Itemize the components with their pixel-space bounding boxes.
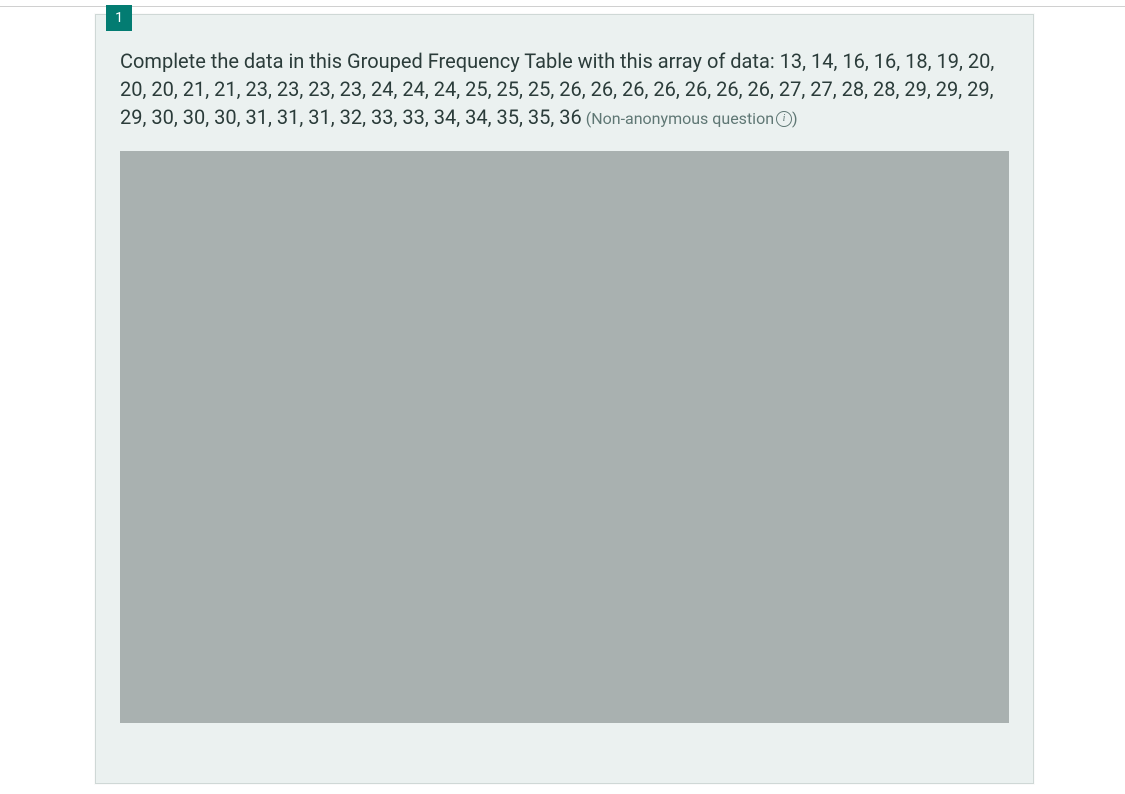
question-header: Complete the data in this Grouped Freque… bbox=[96, 15, 1033, 147]
question-number: 1 bbox=[115, 10, 123, 26]
question-meta-prefix: (Non-anonymous question bbox=[582, 109, 774, 128]
question-meta-suffix: ) bbox=[792, 109, 798, 128]
answer-content-area[interactable] bbox=[120, 151, 1009, 723]
question-card: 1 Complete the data in this Grouped Freq… bbox=[95, 14, 1034, 784]
info-icon[interactable]: i bbox=[776, 111, 792, 127]
top-divider bbox=[0, 6, 1125, 7]
question-number-badge: 1 bbox=[106, 5, 132, 31]
question-prompt: Complete the data in this Grouped Freque… bbox=[120, 49, 994, 129]
